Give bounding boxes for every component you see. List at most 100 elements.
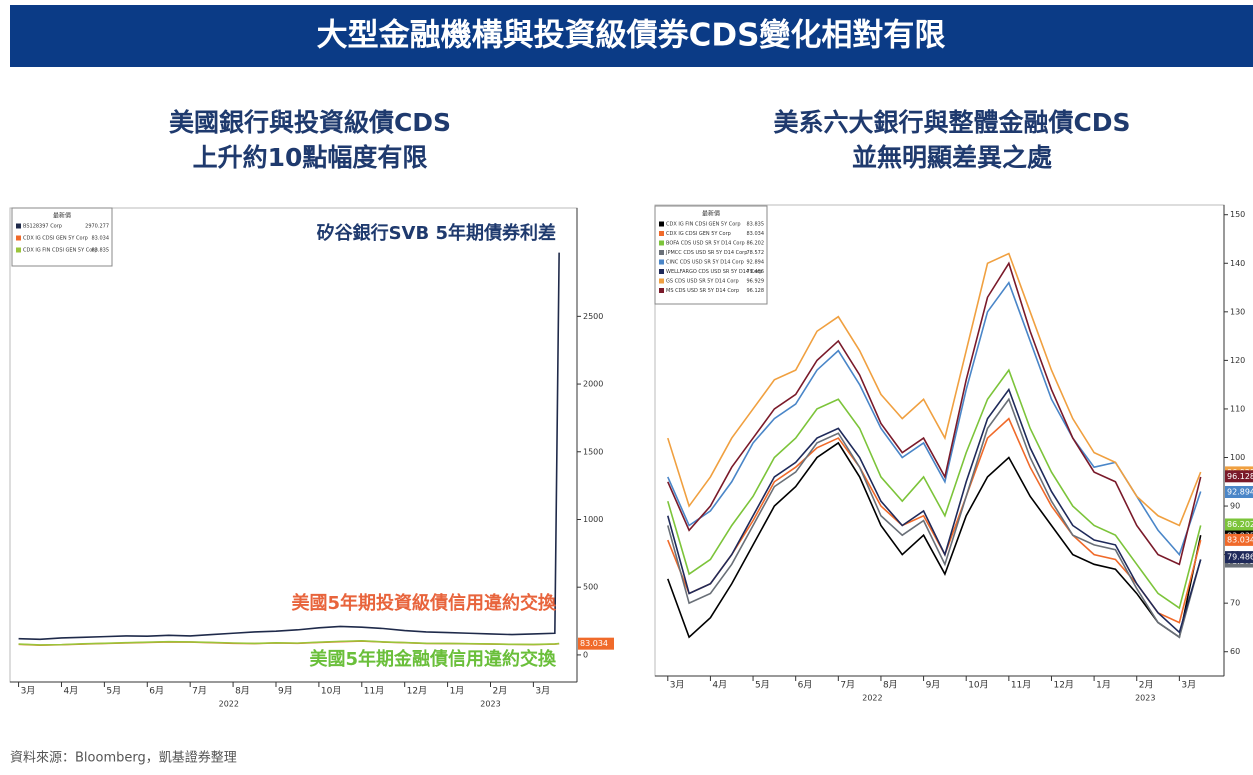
x-tick-label: 12月 [407, 686, 427, 697]
legend-swatch [659, 221, 664, 227]
last-value-box [1225, 533, 1253, 546]
series-line [18, 252, 560, 641]
x-tick-label: 5月 [755, 680, 770, 691]
series-line [18, 640, 560, 646]
series-line [667, 441, 1202, 639]
series-line [667, 252, 1202, 527]
legend-swatch [659, 278, 664, 284]
series-line [667, 397, 1202, 639]
y-tick-label: 1500 [583, 447, 603, 456]
legend-title: 最新價 [53, 212, 71, 220]
legend-label: BOFA CDS USD SR 5Y D14 Corp [666, 241, 745, 247]
legend-swatch [659, 250, 664, 255]
y-tick-label: 130 [1230, 307, 1245, 316]
series-line [667, 417, 1202, 624]
series-line [667, 281, 1202, 557]
legend-swatch [659, 231, 664, 236]
annotation: 矽谷銀行SVB 5年期債券利差 [317, 222, 556, 244]
legend-value: 92.894 [747, 260, 765, 266]
y-tick-label: 1000 [583, 515, 603, 524]
legend-label: CDX IG FIN CDSI GEN 5Y Corp [666, 222, 741, 228]
y-tick-label: 150 [1230, 210, 1245, 219]
legend-label: BS128397 Corp [23, 224, 62, 230]
series-line [667, 261, 1202, 566]
y-tick-label: 110 [1230, 404, 1245, 413]
y-tick-label: 2000 [583, 380, 603, 389]
y-tick-label: 120 [1230, 356, 1245, 365]
x-tick-label: 3月 [670, 680, 685, 691]
x-tick-label: 2月 [1139, 680, 1154, 691]
legend-value: 96.929 [747, 279, 765, 285]
x-tick-label: 9月 [926, 680, 941, 691]
x-tick-label: 11月 [364, 686, 384, 697]
y-tick-label: 100 [1230, 453, 1245, 462]
x-tick-label: 7月 [840, 680, 855, 691]
legend-value: 78.572 [747, 250, 765, 256]
legend-value: 79.486 [747, 269, 765, 275]
legend-value: 86.202 [747, 241, 765, 247]
legend-label: MS CDS USD SR 5Y D14 Corp [666, 288, 739, 294]
x-tick-label: 11月 [1011, 680, 1031, 691]
page-title: 大型金融機構與投資級債券CDS變化相對有限 [317, 18, 946, 54]
header-bar [10, 5, 1253, 67]
legend-label: CINC CDS USD SR 5Y D14 Corp [666, 260, 744, 266]
y-tick-label: 0 [583, 650, 588, 659]
chart-title: 並無明顯差異之處 [852, 143, 1052, 172]
legend-value: 83.835 [92, 248, 110, 254]
x-tick-label: 6月 [798, 680, 813, 691]
y-tick-label: 140 [1230, 259, 1245, 268]
x-tick-label: 10月 [968, 680, 988, 691]
last-value-box [578, 637, 614, 650]
legend-value: 96.128 [747, 288, 765, 294]
chart-title: 美國銀行與投資級債CDS [169, 108, 451, 137]
annotation: 美國5年期投資級債信用違約交換 [291, 592, 557, 614]
last-value-label: 83.034 [580, 639, 608, 648]
year-label: 2023 [480, 700, 500, 709]
x-tick-label: 3月 [1181, 680, 1196, 691]
x-tick-label: 6月 [149, 686, 164, 697]
legend [11, 207, 113, 267]
legend-swatch [659, 240, 664, 246]
year-label: 2023 [1135, 694, 1155, 703]
y-tick-label: 60 [1230, 647, 1240, 656]
legend-label: WELLFARGO CDS USD SR 5Y D14 Corp [666, 269, 762, 275]
legend-value: 83.034 [92, 236, 110, 242]
x-tick-label: 7月 [192, 686, 207, 697]
last-value-label: 83.034 [1227, 535, 1253, 544]
x-tick-label: 3月 [21, 686, 36, 697]
x-tick-label: 3月 [535, 686, 550, 697]
legend-value: 83.835 [747, 222, 765, 228]
last-value-label: 86.202 [1227, 520, 1253, 529]
y-tick-label: 90 [1230, 502, 1240, 511]
legend-label: CDX IG FIN CDSI GEN 5Y Corp [23, 248, 98, 254]
last-value-label: 92.894 [1227, 487, 1253, 496]
series-line [667, 368, 1202, 610]
legend-swatch [659, 288, 664, 293]
last-value-label: 79.486 [1227, 553, 1253, 562]
legend-value: 83.034 [747, 231, 765, 237]
x-tick-label: 4月 [712, 680, 727, 691]
chart-title: 上升約10點幅度有限 [193, 143, 428, 172]
year-label: 2022 [862, 694, 882, 703]
x-tick-label: 4月 [63, 686, 78, 697]
x-tick-label: 1月 [450, 686, 465, 697]
legend-swatch [16, 235, 21, 241]
legend-swatch [659, 269, 664, 274]
last-value-box [1225, 551, 1253, 564]
year-label: 2022 [219, 700, 239, 709]
legend-label: CDX IG CDSI GEN 5Y Corp [23, 236, 88, 242]
x-tick-label: 2月 [492, 686, 507, 697]
last-value-label: 96.128 [1227, 472, 1253, 481]
legend-title: 最新價 [702, 210, 720, 218]
legend-label: GS CDS USD SR 5Y D14 Corp [666, 279, 739, 285]
last-value-box [1225, 518, 1253, 531]
legend-swatch [16, 247, 21, 253]
x-tick-label: 10月 [321, 686, 341, 697]
x-tick-label: 9月 [278, 686, 293, 697]
legend-value: 2970.277 [85, 224, 109, 230]
x-tick-label: 1月 [1096, 680, 1111, 691]
chart-title: 美系六大銀行與整體金融債CDS [773, 108, 1130, 137]
legend [654, 205, 768, 305]
y-tick-label: 500 [583, 583, 598, 592]
